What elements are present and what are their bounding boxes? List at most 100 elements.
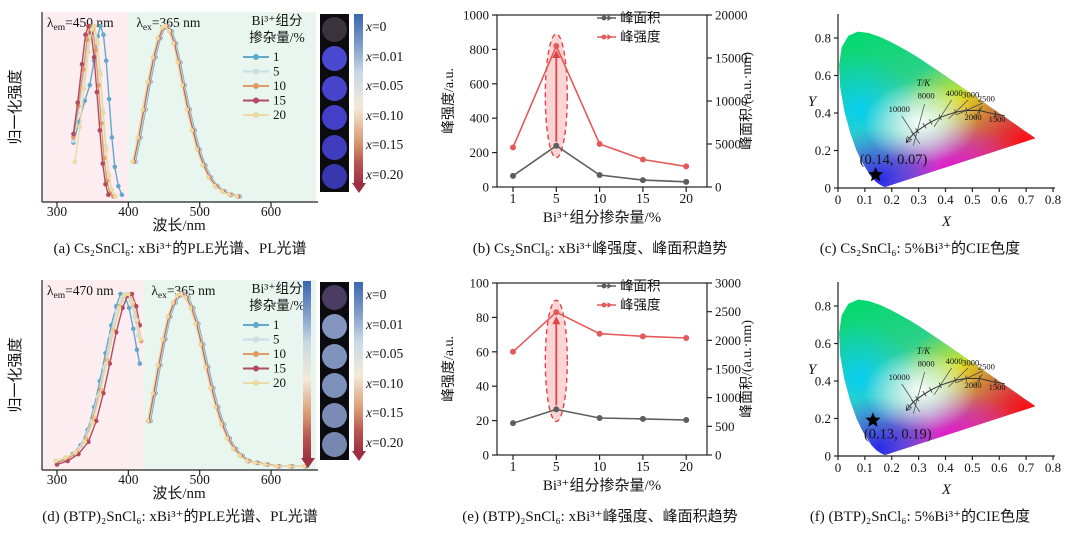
colorbar-labels-d: x=0 x=0.01 x=0.05 x=0.10 x=0.15 x=0.20 (366, 287, 403, 451)
svg-text:0.6: 0.6 (991, 192, 1008, 207)
svg-text:0.8: 0.8 (815, 31, 831, 46)
sample-dot (322, 75, 347, 101)
svg-text:0.8: 0.8 (1045, 192, 1061, 207)
svg-text:0.4: 0.4 (815, 374, 832, 389)
svg-text:5: 5 (553, 191, 560, 206)
sample-dot (322, 46, 347, 72)
svg-text:峰强度: 峰强度 (620, 298, 661, 313)
colorbar-label: x=0.10 (366, 107, 404, 123)
doping-colorbar-a (351, 14, 366, 193)
svg-text:10: 10 (593, 191, 607, 206)
cie-point-star (868, 166, 884, 182)
series-line (72, 23, 110, 195)
svg-text:0: 0 (825, 181, 832, 196)
svg-text:0.4: 0.4 (815, 106, 832, 121)
svg-text:20: 20 (679, 459, 693, 474)
y-axis-label: Y (808, 94, 818, 110)
panel-e-trend: 0 20 40 60 80 100 0 500 1000 1500 2000 2500 3000 1 5 10… (440, 268, 760, 536)
svg-text:0.5: 0.5 (964, 460, 980, 475)
svg-text:0.8: 0.8 (815, 299, 831, 314)
cct-label: 4000 (946, 88, 963, 98)
cct-label: 2000 (965, 112, 982, 122)
panel-c-cie: 0 0.1 0.2 0.3 0.4 0.5 0.6 0.7 0.8 0 0.2 0.4 0.6 0.8 X Y… (760, 0, 1080, 268)
svg-text:0.6: 0.6 (991, 460, 1008, 475)
svg-text:0.2: 0.2 (815, 143, 831, 158)
svg-text:15: 15 (273, 361, 286, 376)
svg-text:60: 60 (476, 344, 489, 359)
cct-label: 10000 (889, 104, 910, 114)
svg-text:峰面积: 峰面积 (620, 11, 661, 26)
svg-text:10: 10 (273, 346, 286, 361)
sample-dot (322, 285, 347, 310)
cct-label: 1500 (989, 114, 1006, 124)
svg-text:1: 1 (510, 459, 517, 474)
svg-text:20: 20 (476, 413, 489, 428)
svg-text:0: 0 (715, 180, 722, 195)
svg-text:400: 400 (470, 111, 490, 126)
colorbar-label: x=0.15 (366, 405, 404, 421)
svg-text:0.7: 0.7 (1018, 192, 1035, 207)
inner-colorbar-d (300, 281, 315, 468)
colorbar-label: x=0.05 (366, 78, 404, 94)
svg-text:10: 10 (593, 459, 607, 474)
svg-text:0.4: 0.4 (937, 192, 954, 207)
panel-b-trend: 0 200 400 600 800 1000 0 5000 10000 15000 20000 1 5 1… (440, 0, 760, 268)
cct-label: 4000 (946, 356, 963, 366)
svg-text:峰强度: 峰强度 (620, 30, 661, 45)
x-axis-label: Bi³⁺组分掺杂量/% (543, 477, 661, 494)
colorbar-label: x=0.10 (366, 375, 404, 391)
svg-text:0: 0 (835, 460, 842, 475)
svg-text:800: 800 (470, 42, 490, 57)
left-axis-label: 峰强度/a.u. (441, 68, 457, 134)
y-axis-label: Y (808, 362, 818, 378)
svg-text:0.1: 0.1 (857, 460, 873, 475)
svg-text:峰面积: 峰面积 (620, 279, 661, 294)
doping-colorbar-d (351, 282, 366, 461)
svg-text:400: 400 (118, 472, 139, 487)
caption-d: (d) (BTP)₂SnCl₆: xBi³⁺的PLE光谱、PL光谱 (42, 509, 318, 525)
caption-e: (e) (BTP)₂SnCl₆: xBi³⁺峰强度、峰面积趋势 (462, 509, 738, 525)
svg-text:15: 15 (273, 93, 286, 108)
svg-text:0: 0 (483, 448, 490, 463)
svg-text:0.7: 0.7 (1018, 460, 1035, 475)
svg-text:3000: 3000 (715, 276, 741, 291)
svg-text:20: 20 (273, 107, 286, 122)
svg-text:0.2: 0.2 (815, 411, 831, 426)
x-axis-label: 波长/nm (152, 485, 206, 502)
caption-c: (c) Cs₂SnCl₆: 5%Bi³⁺的CIE色度 (819, 241, 1021, 257)
svg-text:20: 20 (273, 375, 286, 390)
svg-text:2000: 2000 (715, 333, 741, 348)
svg-text:15000: 15000 (715, 51, 748, 66)
sample-dot (322, 163, 347, 189)
colorbar-label: x=0 (366, 287, 387, 302)
svg-text:5: 5 (273, 64, 280, 79)
right-axis-label: 峰面积/(a.u.·nm) (739, 52, 755, 150)
svg-text:0.4: 0.4 (937, 460, 954, 475)
region-0 (42, 12, 129, 202)
y-axis-label: 归一化强度 (7, 337, 24, 412)
svg-text:5: 5 (273, 332, 280, 347)
svg-text:0.1: 0.1 (857, 192, 873, 207)
svg-text:200: 200 (470, 145, 490, 160)
svg-text:0.6: 0.6 (815, 68, 832, 83)
plot-frame (496, 14, 708, 188)
colorbar-label: x=0.20 (366, 166, 404, 182)
svg-text:0.8: 0.8 (1045, 460, 1061, 475)
series-line (72, 23, 123, 196)
svg-text:0: 0 (835, 192, 842, 207)
cct-label: 10000 (889, 372, 910, 382)
svg-text:300: 300 (47, 204, 68, 219)
x-axis-label: X (941, 482, 952, 498)
svg-text:0.2: 0.2 (884, 192, 900, 207)
panel-a-spectra: 300 400 500 600 波长/nm 归一化强度 λem=450 nm λex=365 … (0, 0, 440, 268)
svg-text:600: 600 (261, 204, 282, 219)
cct-label: 8000 (918, 90, 935, 100)
cie-point-star (865, 412, 881, 427)
left-axis-label: 峰强度/a.u. (441, 336, 457, 402)
cct-title: T/K (917, 346, 932, 356)
